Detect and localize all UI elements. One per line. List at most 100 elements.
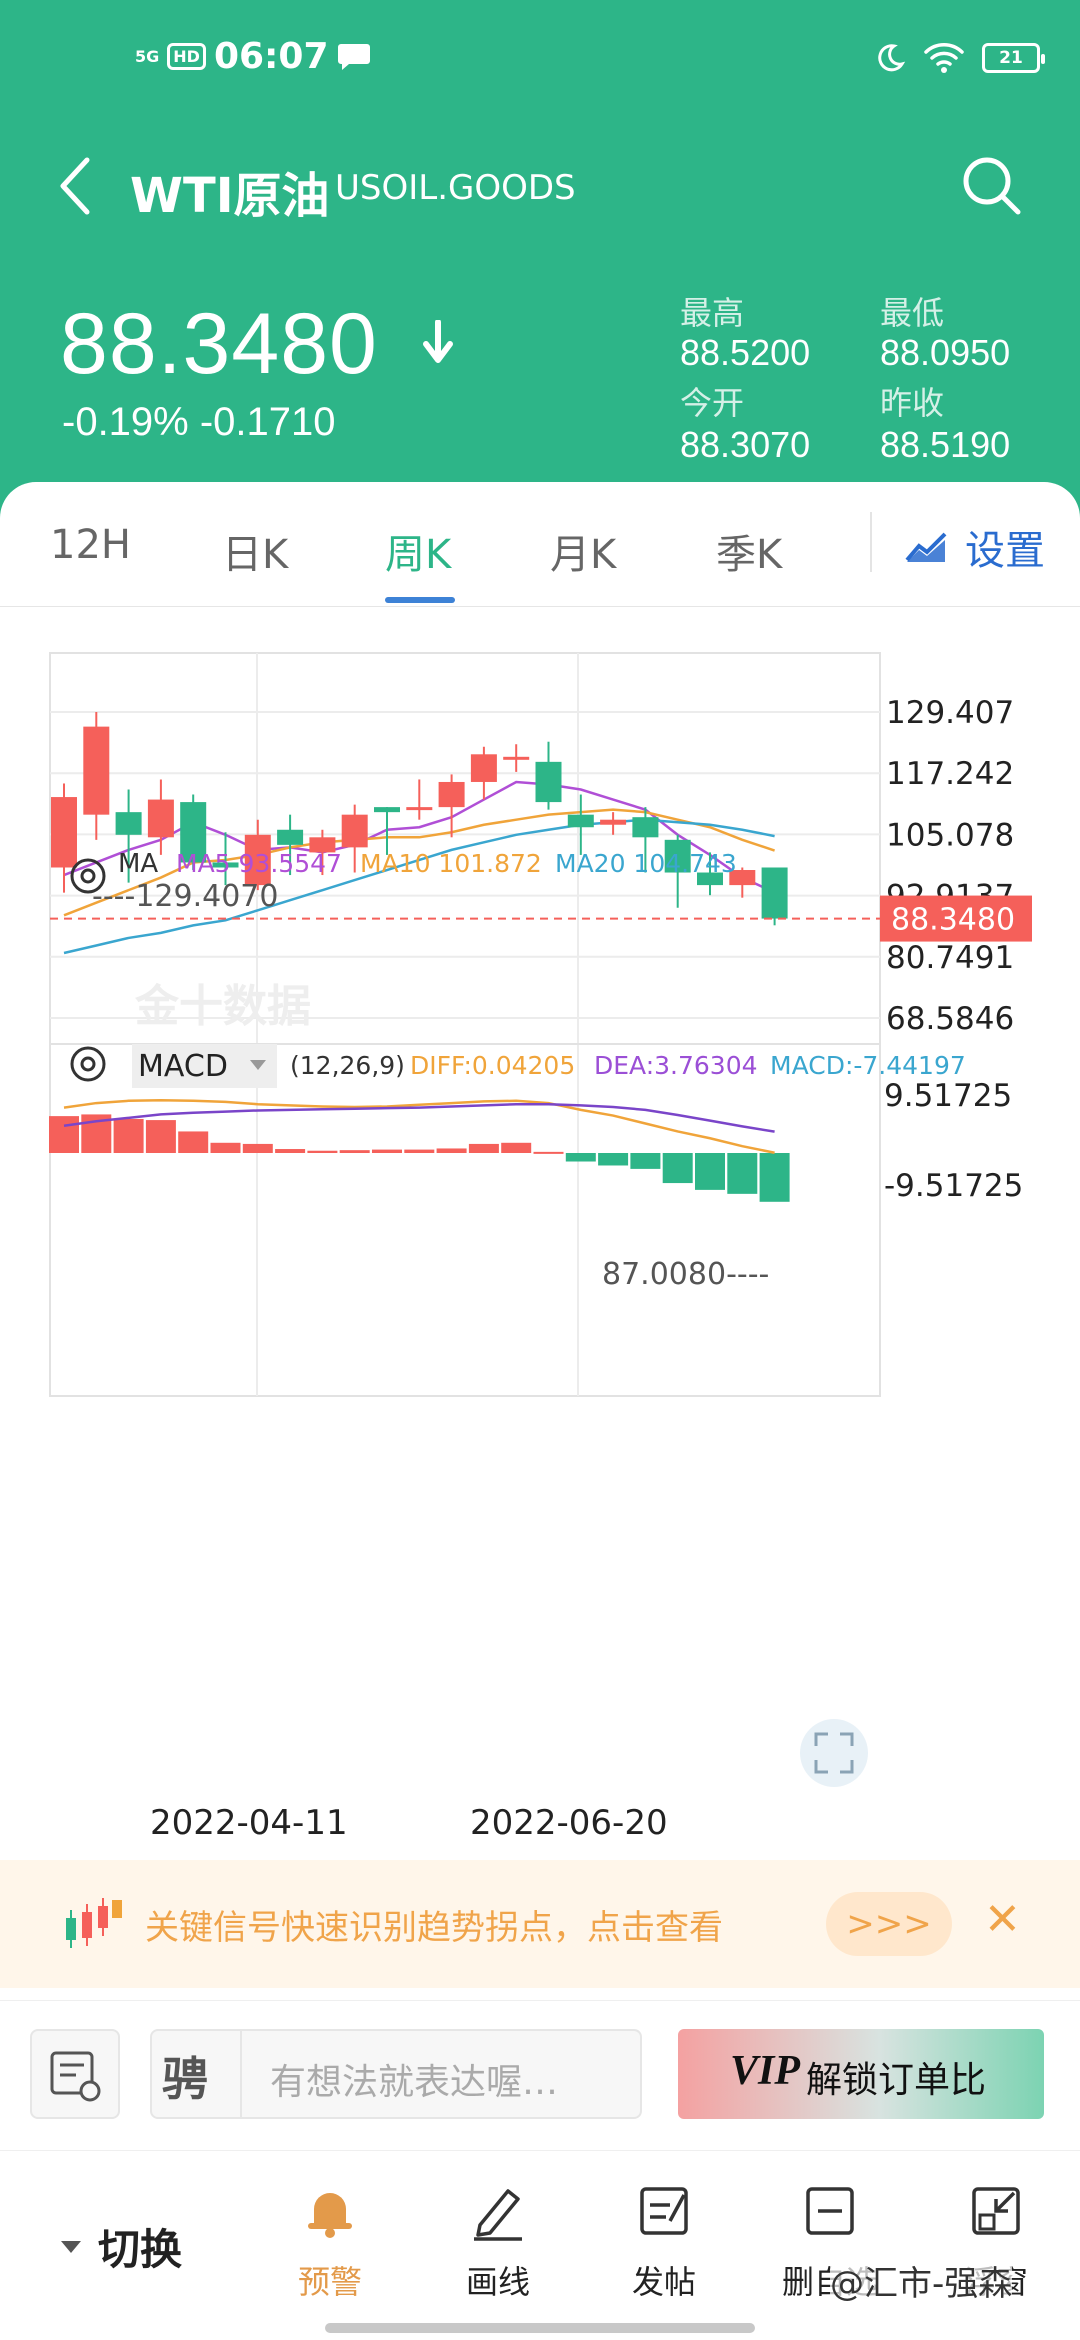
comment-input[interactable]: 骋 有想法就表达喔… xyxy=(150,2029,642,2119)
tab-daily[interactable]: 日K xyxy=(222,532,289,578)
back-arrow-icon[interactable] xyxy=(55,156,95,216)
current-price-label: 88.3480 xyxy=(891,903,1015,938)
candle-body xyxy=(567,814,594,828)
fullscreen-button[interactable] xyxy=(800,1719,868,1787)
chart-trend-icon xyxy=(905,532,947,562)
prev-close-label: 昨收 xyxy=(880,384,945,422)
post-button[interactable]: 发帖 xyxy=(604,2181,724,2303)
price-change: -0.19% -0.1710 xyxy=(62,400,336,444)
emoji-keyboard-icon[interactable]: 骋 xyxy=(162,2052,208,2106)
ma20-legend: MA20 104.743 xyxy=(555,849,737,878)
tab-monthly[interactable]: 月K xyxy=(550,532,617,578)
chart-settings-button[interactable]: 设置 xyxy=(905,518,1045,576)
y-tick-label: 117.242 xyxy=(886,756,1014,792)
candle-body xyxy=(664,839,691,873)
quote-header: 5G HD 06:07 21 WTI原油 USOIL.GOODS 88.3480… xyxy=(0,0,1080,520)
candle-body xyxy=(632,817,659,838)
promo-more-button[interactable]: >>> xyxy=(826,1892,952,1956)
tab-12h[interactable]: 12H xyxy=(50,522,131,568)
prev-close-value: 88.5190 xyxy=(880,424,1011,465)
high-label: 最高 xyxy=(680,294,745,332)
x-label-1: 2022-04-11 xyxy=(150,1803,348,1843)
diff-line xyxy=(63,1098,775,1154)
macd-bar xyxy=(145,1120,176,1153)
x-label-2: 2022-06-20 xyxy=(470,1803,668,1843)
macd-bar xyxy=(436,1148,467,1153)
macd-bar xyxy=(565,1153,596,1162)
y-tick-label: 80.7491 xyxy=(886,940,1014,976)
candle-body xyxy=(309,837,336,853)
macd-bar xyxy=(307,1150,338,1153)
macd-selector[interactable] xyxy=(132,1044,277,1088)
candle-body xyxy=(51,797,77,868)
tab-quarterly[interactable]: 季K xyxy=(716,532,783,578)
search-icon[interactable] xyxy=(960,154,1022,216)
candle-body xyxy=(115,812,142,835)
switch-button[interactable]: 切换 xyxy=(60,2216,182,2277)
indicator-settings-icon[interactable] xyxy=(70,858,106,894)
open-label: 今开 xyxy=(680,384,745,422)
orders-button[interactable] xyxy=(30,2029,120,2119)
brand-watermark: 金十数据 xyxy=(134,981,311,1032)
vip-badge-icon: VIP xyxy=(730,2048,801,2094)
macd-bar xyxy=(695,1153,725,1190)
macd-bar xyxy=(468,1143,499,1153)
low-marker: 87.0080---- xyxy=(602,1257,769,1292)
candle-body xyxy=(438,781,465,808)
moon-icon xyxy=(878,44,906,72)
macd-bar xyxy=(275,1149,306,1153)
promo-close-icon[interactable]: ✕ xyxy=(984,1894,1021,1945)
tab-weekly[interactable]: 周K xyxy=(385,532,452,578)
message-icon xyxy=(337,43,370,70)
draw-line-label: 画线 xyxy=(465,2263,530,2301)
draw-line-button[interactable]: 画线 xyxy=(438,2181,558,2303)
candle-body xyxy=(180,802,207,863)
instrument-title: WTI原油 xyxy=(130,168,330,224)
hd-badge: HD xyxy=(167,43,206,70)
macd-settings-icon[interactable] xyxy=(70,1046,106,1082)
alert-button[interactable]: 预警 xyxy=(270,2181,390,2303)
chart-grid xyxy=(49,652,881,1397)
macd-bar xyxy=(662,1153,693,1184)
macd-bar xyxy=(178,1131,209,1153)
low-value: 88.0950 xyxy=(880,332,1011,373)
candle-body xyxy=(277,829,304,845)
switch-label: 切换 xyxy=(98,2225,183,2274)
ma-label: MA xyxy=(118,849,158,879)
status-bar: 5G HD 06:07 21 xyxy=(0,36,1080,86)
dropdown-caret-icon xyxy=(250,1060,266,1070)
macd-y-tick-label: 9.51725 xyxy=(884,1078,1012,1114)
ma10-legend: MA10 101.872 xyxy=(360,849,542,878)
candle-body xyxy=(697,872,723,886)
macd-bar xyxy=(533,1151,564,1154)
divider xyxy=(870,512,872,572)
macd-bar xyxy=(404,1149,435,1153)
unlock-order-ratio-button[interactable]: VIP 解锁订单比 xyxy=(678,2029,1044,2119)
vip-button-label: 解锁订单比 xyxy=(806,2060,987,2101)
alert-label: 预警 xyxy=(297,2263,362,2301)
signal-icon: 5G xyxy=(135,46,160,66)
triangle-down-icon xyxy=(61,2240,81,2253)
macd-bar xyxy=(372,1149,402,1153)
chart-canvas[interactable]: 金十数据 129.407117.242105.07892.913780.7491… xyxy=(0,608,1080,1848)
signal-promo-banner[interactable]: 关键信号快速识别趋势拐点，点击查看 >>> ✕ xyxy=(0,1860,1080,1988)
period-tabs: 12H 日K 周K 月K 季K 设置 xyxy=(0,482,1080,607)
macd-bar xyxy=(339,1150,370,1153)
bottom-toolbar: 切换 预警 画线 发帖 删自选 xyxy=(0,2150,1080,2340)
document-settings-icon xyxy=(50,2051,101,2102)
home-indicator xyxy=(325,2323,755,2333)
post-label: 发帖 xyxy=(631,2263,696,2301)
macd-bar xyxy=(242,1143,273,1153)
candle-body xyxy=(147,799,174,838)
kline-chart[interactable]: 金十数据 129.407117.242105.07892.913780.7491… xyxy=(0,608,1080,1848)
dea-value: DEA:3.76304 xyxy=(594,1051,758,1080)
candles xyxy=(51,712,788,926)
macd-bar xyxy=(501,1142,532,1153)
dea-line xyxy=(63,1102,775,1133)
chart-frame xyxy=(49,652,881,1397)
last-price: 88.3480 xyxy=(60,296,378,392)
candle-body xyxy=(406,807,433,811)
candle-body xyxy=(374,807,400,813)
current-price-tag xyxy=(880,895,1032,942)
settings-label: 设置 xyxy=(965,528,1045,574)
